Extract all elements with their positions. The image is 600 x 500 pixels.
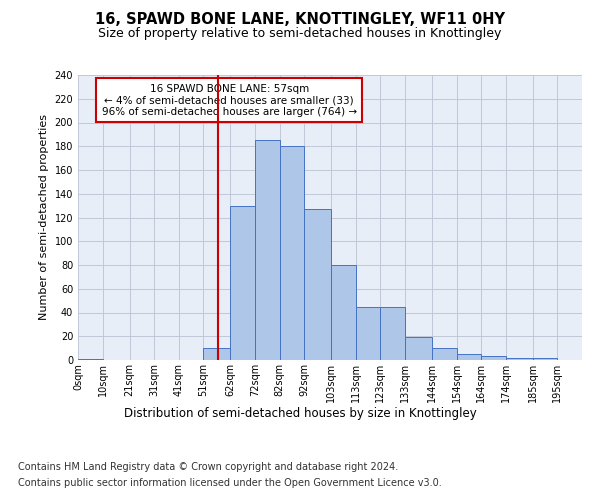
Bar	[481, 356, 506, 360]
Bar	[405, 338, 432, 360]
Text: Size of property relative to semi-detached houses in Knottingley: Size of property relative to semi-detach…	[98, 28, 502, 40]
Text: 16, SPAWD BONE LANE, KNOTTINGLEY, WF11 0HY: 16, SPAWD BONE LANE, KNOTTINGLEY, WF11 0…	[95, 12, 505, 28]
Bar	[380, 306, 405, 360]
Bar	[304, 209, 331, 360]
Bar	[255, 140, 280, 360]
Bar	[356, 306, 380, 360]
Text: Contains HM Land Registry data © Crown copyright and database right 2024.: Contains HM Land Registry data © Crown c…	[18, 462, 398, 472]
Text: 16 SPAWD BONE LANE: 57sqm
← 4% of semi-detached houses are smaller (33)
96% of s: 16 SPAWD BONE LANE: 57sqm ← 4% of semi-d…	[101, 84, 357, 116]
Bar	[457, 354, 481, 360]
Bar	[230, 206, 255, 360]
Text: Distribution of semi-detached houses by size in Knottingley: Distribution of semi-detached houses by …	[124, 408, 476, 420]
Bar	[203, 348, 230, 360]
Y-axis label: Number of semi-detached properties: Number of semi-detached properties	[39, 114, 49, 320]
Bar	[432, 348, 457, 360]
Bar	[78, 359, 103, 360]
Bar	[331, 265, 356, 360]
Bar	[280, 146, 304, 360]
Text: Contains public sector information licensed under the Open Government Licence v3: Contains public sector information licen…	[18, 478, 442, 488]
Bar	[506, 358, 533, 360]
Bar	[533, 358, 557, 360]
